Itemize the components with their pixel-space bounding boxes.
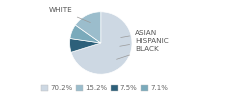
- Text: WHITE: WHITE: [49, 7, 90, 23]
- Wedge shape: [71, 12, 132, 74]
- Text: BLACK: BLACK: [117, 46, 159, 59]
- Wedge shape: [70, 25, 101, 43]
- Wedge shape: [70, 38, 101, 52]
- Text: HISPANIC: HISPANIC: [120, 38, 169, 46]
- Text: ASIAN: ASIAN: [121, 30, 157, 38]
- Wedge shape: [75, 12, 101, 43]
- Legend: 70.2%, 15.2%, 7.5%, 7.1%: 70.2%, 15.2%, 7.5%, 7.1%: [39, 82, 171, 94]
